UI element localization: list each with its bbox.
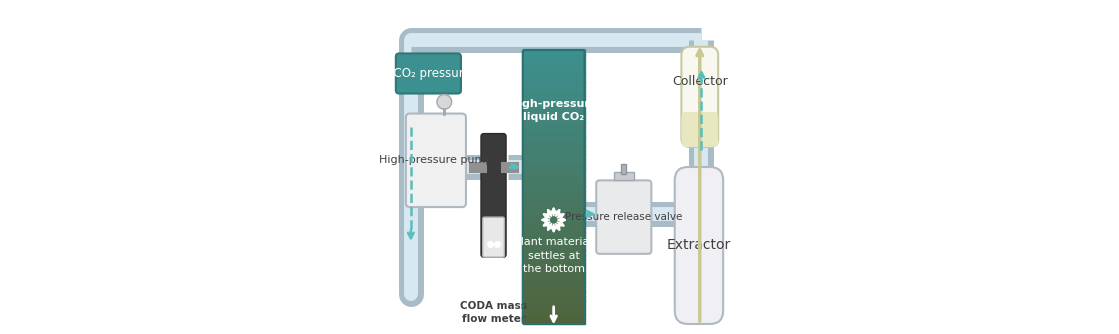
Bar	[523, 305, 584, 310]
Bar	[523, 150, 584, 155]
Bar	[523, 255, 584, 260]
Bar	[523, 278, 584, 283]
Bar	[523, 113, 584, 119]
Bar	[523, 260, 584, 265]
Bar	[523, 214, 584, 219]
Bar	[523, 301, 584, 306]
Bar	[523, 209, 584, 214]
Bar	[523, 109, 584, 114]
Bar	[523, 164, 584, 169]
Bar	[523, 191, 584, 196]
Bar	[523, 141, 584, 146]
Bar	[523, 54, 584, 59]
FancyBboxPatch shape	[396, 53, 461, 94]
Bar	[523, 195, 584, 201]
Text: High-pressure
liquid CO₂: High-pressure liquid CO₂	[509, 99, 598, 122]
Bar	[523, 227, 584, 233]
Bar	[523, 273, 584, 278]
Text: Liquid CO₂ pressurization: Liquid CO₂ pressurization	[354, 67, 504, 80]
Bar	[523, 81, 584, 87]
Bar	[523, 182, 584, 187]
Bar	[523, 95, 584, 100]
Bar	[523, 319, 584, 324]
Bar	[523, 58, 584, 64]
Bar	[523, 218, 584, 223]
Bar	[523, 291, 584, 297]
Bar	[523, 241, 584, 246]
Bar	[523, 269, 584, 274]
Bar	[523, 159, 584, 164]
FancyBboxPatch shape	[681, 47, 718, 147]
Bar	[523, 200, 584, 205]
Bar	[523, 63, 584, 68]
Bar	[523, 145, 584, 151]
Text: Collector: Collector	[671, 75, 727, 88]
Bar	[523, 127, 584, 132]
Bar	[523, 49, 584, 55]
Text: Plant material
settles at
the bottom: Plant material settles at the bottom	[515, 237, 593, 274]
Bar	[523, 132, 584, 137]
Bar	[523, 136, 584, 141]
Bar	[523, 91, 584, 96]
FancyBboxPatch shape	[482, 217, 505, 257]
Bar	[523, 123, 584, 128]
Bar	[523, 246, 584, 251]
Bar	[523, 282, 584, 288]
Bar	[523, 86, 584, 91]
Text: High-pressure pump: High-pressure pump	[379, 155, 492, 165]
Bar	[523, 264, 584, 269]
Bar	[523, 250, 584, 256]
Text: Extractor: Extractor	[667, 238, 731, 253]
Bar	[523, 223, 584, 228]
Bar	[523, 154, 584, 160]
Bar	[523, 177, 584, 182]
Bar	[523, 287, 584, 292]
FancyBboxPatch shape	[406, 114, 466, 207]
Bar	[523, 232, 584, 237]
Bar	[523, 236, 584, 242]
Bar	[523, 168, 584, 173]
Bar	[523, 310, 584, 315]
FancyBboxPatch shape	[681, 112, 718, 147]
Bar	[523, 104, 584, 110]
Bar	[614, 172, 633, 180]
Text: CODA mass
flow meter: CODA mass flow meter	[460, 301, 527, 324]
Bar	[523, 72, 584, 77]
Bar	[523, 77, 584, 82]
Bar	[523, 296, 584, 301]
Bar	[621, 164, 627, 174]
Circle shape	[436, 95, 452, 109]
Bar	[523, 314, 584, 319]
Bar	[523, 118, 584, 123]
Bar	[523, 186, 584, 192]
FancyBboxPatch shape	[596, 180, 651, 254]
Bar	[523, 173, 584, 178]
Bar	[523, 100, 584, 105]
FancyBboxPatch shape	[675, 167, 723, 324]
Bar	[523, 68, 584, 73]
Bar	[523, 205, 584, 210]
Text: Pressure release valve: Pressure release valve	[565, 212, 683, 222]
FancyBboxPatch shape	[481, 134, 506, 257]
